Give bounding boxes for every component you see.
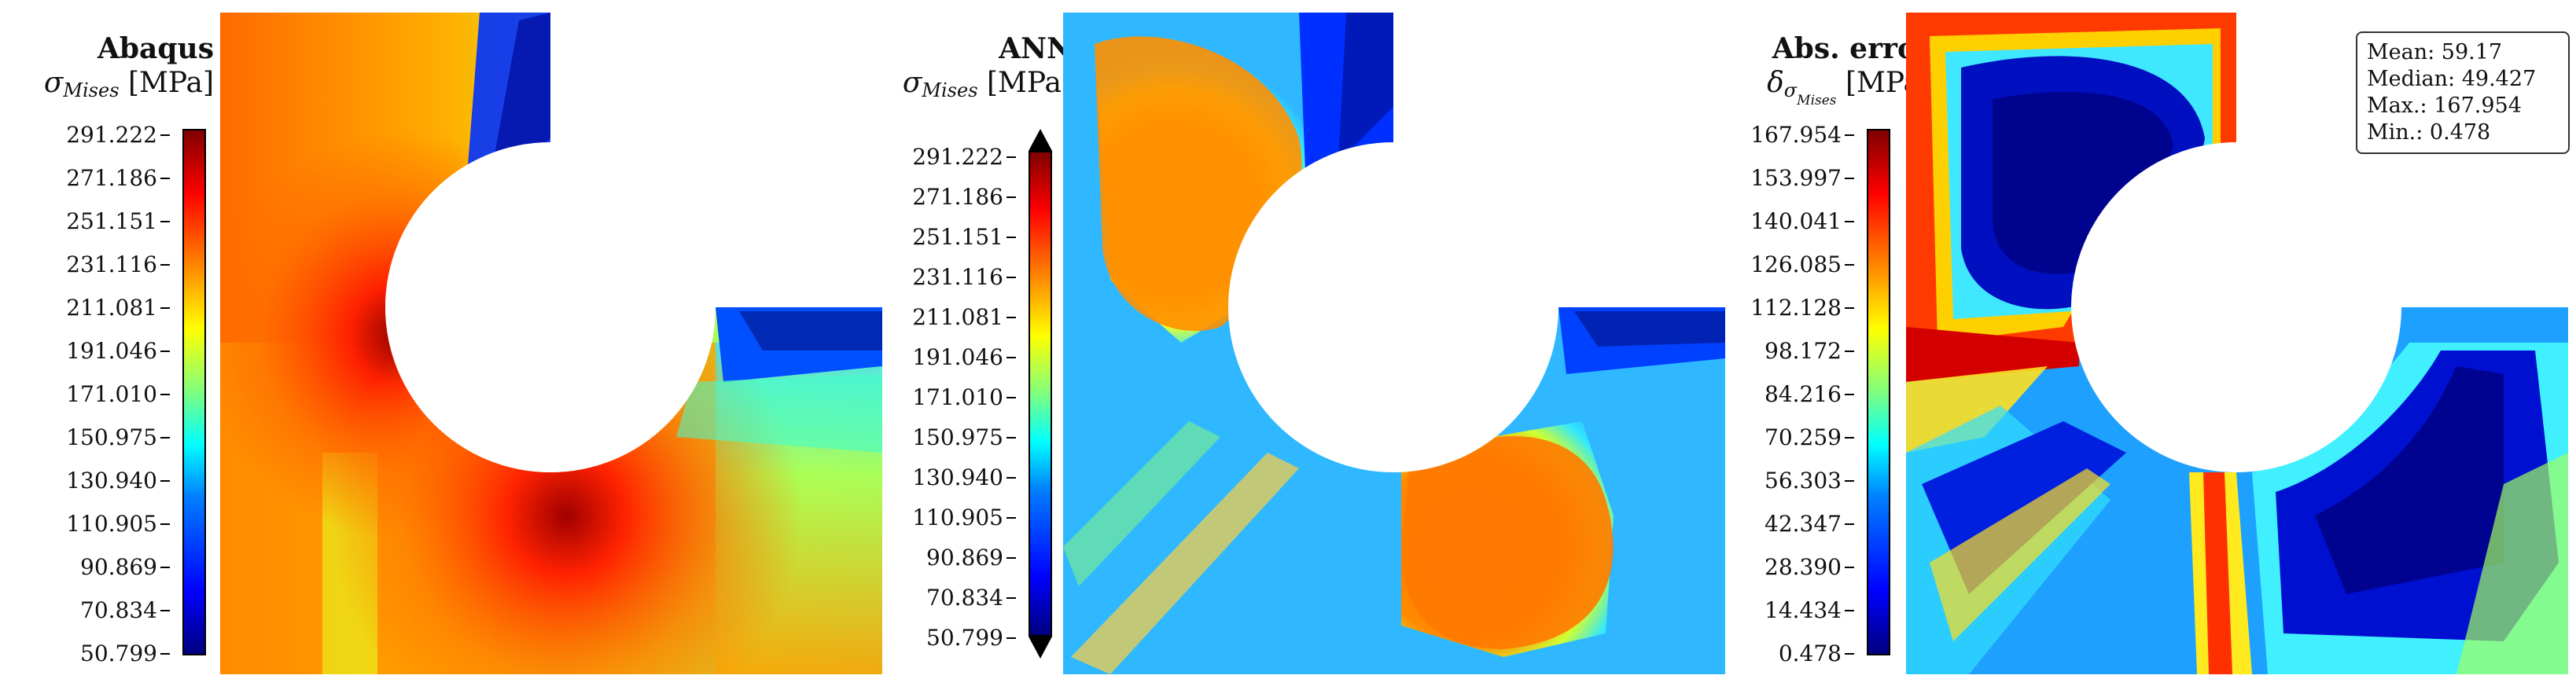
tick-label: 191.046: [854, 347, 1016, 369]
colorbar-extend-max-icon: [1029, 129, 1052, 151]
tick-label: 130.940: [8, 470, 170, 492]
tick-label: 140.041: [1692, 211, 1854, 233]
colorbar: [1029, 151, 1052, 637]
colorbar-title: Abaqus σMises [MPa]: [9, 31, 214, 108]
tick-label: 271.186: [854, 186, 1016, 208]
tick-label: 167.954: [1692, 124, 1854, 146]
quantity-label: σMises [MPa]: [43, 67, 214, 101]
stress-field-plot: [220, 13, 882, 674]
panel-ann: ANN σMises [MPa] 291.222 271.186 251.151…: [859, 0, 1725, 690]
quantity-label: δσMises [MPa]: [1767, 67, 1931, 108]
tick-label: 50.799: [8, 643, 170, 665]
tick-label: 211.081: [854, 306, 1016, 328]
tick-label: 130.940: [854, 467, 1016, 489]
colorbar-title: ANN σMises [MPa]: [868, 31, 1073, 108]
tick-label: 231.116: [854, 266, 1016, 288]
tick-label: 251.151: [8, 211, 170, 233]
tick-label: 191.046: [8, 340, 170, 362]
tick-label: 98.172: [1692, 340, 1854, 362]
panel-abs-error: Abs. error δσMises [MPa] 167.954 153.997…: [1717, 0, 2576, 690]
tick-label: 110.905: [854, 507, 1016, 529]
colorbar: [182, 129, 206, 655]
tick-label: 70.834: [854, 587, 1016, 609]
tick-label: 90.869: [854, 547, 1016, 569]
tick-label: 126.085: [1692, 254, 1854, 276]
stat-median: Median: 49.427: [2367, 67, 2537, 91]
tick-label: 70.259: [1692, 427, 1854, 449]
stress-field-plot: [1063, 13, 1725, 674]
tick-label: 90.869: [8, 556, 170, 578]
panel-title: Abaqus: [97, 32, 214, 65]
stat-min: Min.: 0.478: [2367, 120, 2491, 145]
tick-label: 271.186: [8, 167, 170, 189]
tick-label: 50.799: [854, 627, 1016, 649]
tick-label: 251.151: [854, 226, 1016, 248]
tick-label: 171.010: [854, 387, 1016, 409]
tick-label: 171.010: [8, 384, 170, 406]
panel-abaqus: Abaqus σMises [MPa] 291.222 271.186 251.…: [0, 0, 882, 690]
tick-label: 84.216: [1692, 384, 1854, 406]
tick-label: 150.975: [8, 427, 170, 449]
colorbar-extend-min-icon: [1029, 637, 1052, 659]
tick-label: 110.905: [8, 513, 170, 535]
colorbar: [1867, 129, 1890, 655]
tick-label: 291.222: [8, 124, 170, 146]
tick-label: 231.116: [8, 254, 170, 276]
colorbar-title: Abs. error δσMises [MPa]: [1727, 31, 1931, 118]
quantity-label: σMises [MPa]: [902, 67, 1073, 101]
panel-title: Abs. error: [1772, 32, 1931, 65]
error-statistics-box: Mean: 59.17 Median: 49.427 Max.: 167.954…: [2356, 31, 2570, 154]
tick-label: 28.390: [1692, 556, 1854, 578]
tick-label: 0.478: [1692, 643, 1854, 665]
panel-title: ANN: [999, 32, 1073, 65]
tick-label: 70.834: [8, 600, 170, 622]
tick-label: 291.222: [854, 146, 1016, 168]
stat-max: Max.: 167.954: [2367, 94, 2522, 118]
stat-mean: Mean: 59.17: [2367, 40, 2503, 64]
tick-label: 14.434: [1692, 600, 1854, 622]
tick-label: 42.347: [1692, 513, 1854, 535]
tick-label: 56.303: [1692, 470, 1854, 492]
tick-label: 153.997: [1692, 167, 1854, 189]
tick-label: 112.128: [1692, 297, 1854, 319]
tick-label: 211.081: [8, 297, 170, 319]
tick-label: 150.975: [854, 427, 1016, 449]
error-field-plot: [1906, 13, 2568, 674]
